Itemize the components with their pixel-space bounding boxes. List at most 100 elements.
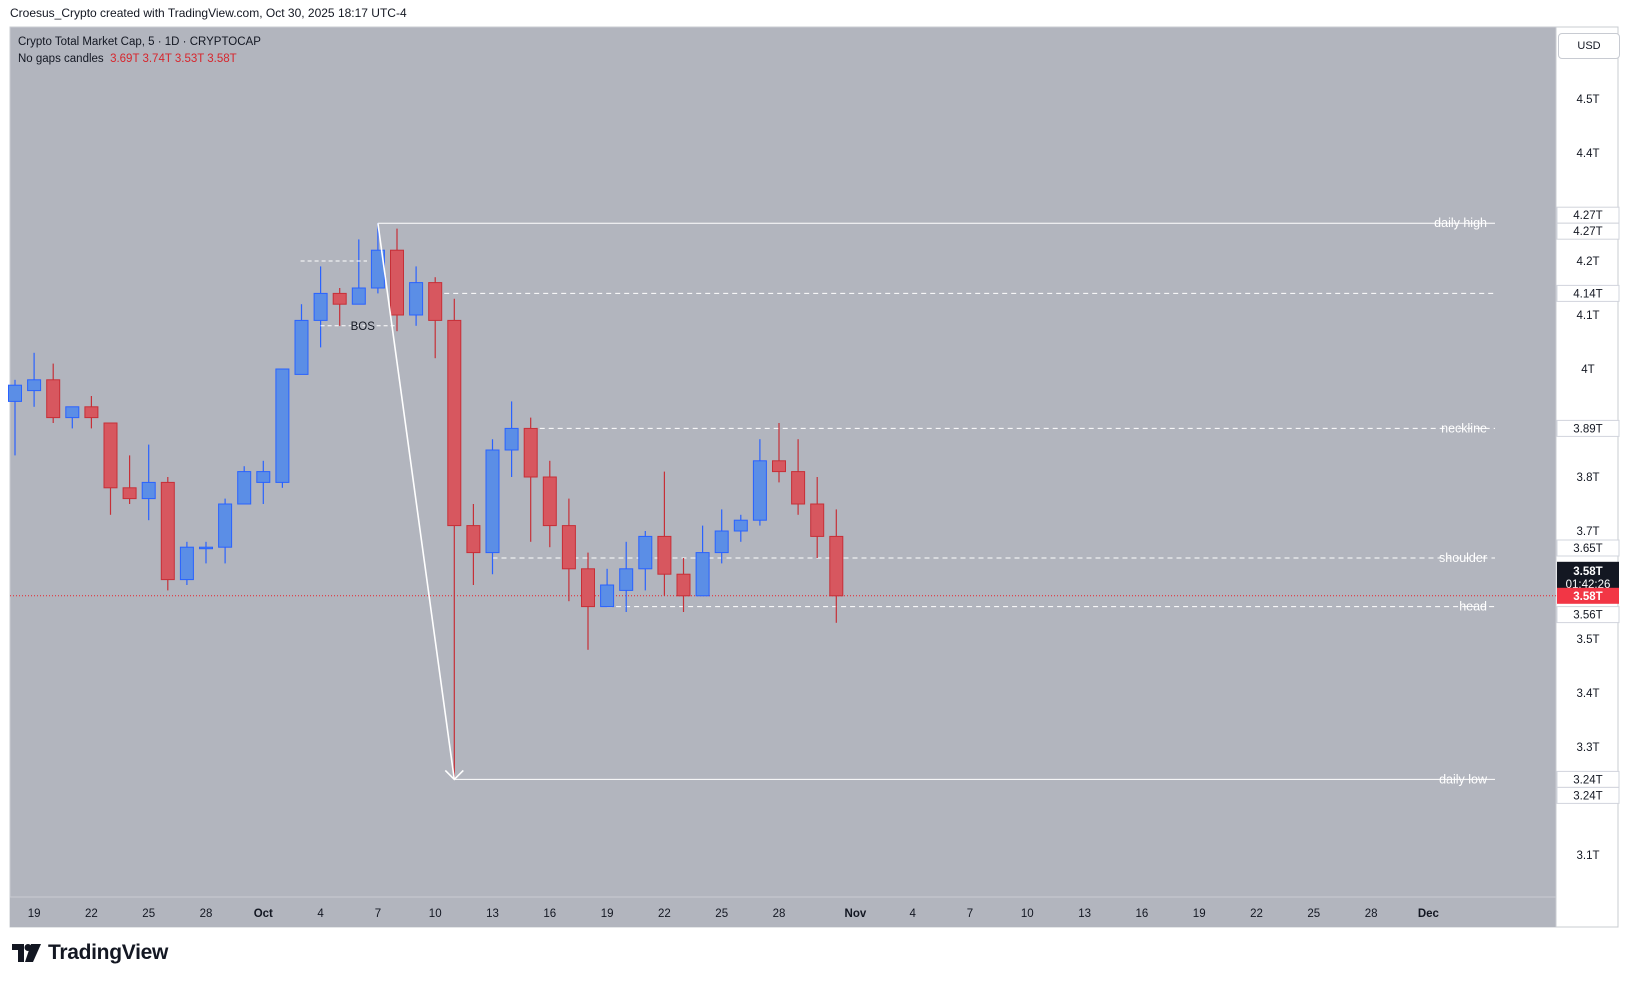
price-badge-label: 3.58T — [1573, 591, 1602, 603]
candle-body — [772, 460, 786, 473]
x-tick-label: 4 — [909, 908, 916, 920]
level-label-shoulder: shoulder — [1439, 551, 1487, 565]
candle-body — [714, 530, 729, 554]
candle-body — [237, 471, 252, 505]
candle-body — [313, 292, 328, 321]
y-tick-label: 4T — [1581, 364, 1594, 376]
chart-attribution: Croesus_Crypto created with TradingView.… — [10, 6, 407, 20]
candle-body — [657, 535, 672, 575]
x-tick-label: 28 — [200, 908, 213, 920]
legend-title: Crypto Total Market Cap, 5 · 1D · CRYPTO… — [18, 36, 261, 48]
tradingview-logo[interactable]: TradingView — [12, 941, 168, 965]
x-tick-label: 7 — [967, 908, 973, 920]
drop-arrow-head — [444, 769, 464, 781]
candle-body — [160, 481, 175, 581]
price-badge — [1557, 587, 1619, 604]
price-badge — [1556, 284, 1620, 302]
legend-high: 3.74T — [142, 53, 172, 65]
candle-body — [141, 481, 156, 500]
legend-open: 3.69T — [110, 53, 140, 65]
price-badge — [1556, 419, 1620, 437]
x-tick-label: 19 — [28, 908, 41, 920]
legend-ohlc: No gaps candles 3.69T 3.74T 3.53T 3.58T — [18, 51, 261, 68]
legend-series-label: No gaps candles — [18, 53, 104, 65]
candle-body — [600, 584, 615, 608]
candle-body — [504, 427, 519, 451]
price-badge — [1556, 539, 1620, 557]
bos-label: BOS — [351, 321, 376, 333]
x-tick-label: Dec — [1418, 908, 1440, 920]
x-tick-label: 22 — [1250, 908, 1263, 920]
candle-body — [351, 287, 366, 305]
candle-body — [46, 379, 61, 419]
candle-body — [638, 535, 653, 570]
candle-body — [485, 449, 500, 554]
tradingview-logo-icon — [12, 944, 41, 962]
candle-body — [122, 487, 137, 500]
candle-body — [695, 552, 710, 597]
x-tick-label: 7 — [375, 908, 381, 920]
y-tick-label: 3.5T — [1576, 634, 1599, 646]
level-label-daily-low: daily low — [1439, 772, 1488, 786]
candle-body — [829, 535, 844, 597]
price-badge-label: 3.65T — [1573, 543, 1602, 555]
candle-body — [466, 525, 481, 554]
y-tick-label: 3.4T — [1576, 688, 1599, 700]
candle-body — [619, 568, 634, 591]
candle-body — [810, 503, 825, 537]
x-tick-label: 22 — [85, 908, 98, 920]
x-tick-label: Nov — [845, 908, 867, 920]
x-tick-label: 19 — [1193, 908, 1206, 920]
y-tick-label: 3.7T — [1576, 526, 1599, 538]
x-tick-label: 16 — [543, 908, 556, 920]
price-badge-label: 4.27T — [1573, 210, 1602, 222]
x-tick-label: 25 — [715, 908, 728, 920]
candle-body — [332, 292, 347, 305]
price-badge — [1556, 786, 1620, 804]
price-badge-label: 3.24T — [1573, 790, 1602, 802]
candle-body — [733, 519, 748, 532]
price-badge-label: 4.27T — [1573, 226, 1602, 238]
y-tick-label: 4.2T — [1576, 256, 1599, 268]
level-label-neckline: neckline — [1441, 421, 1487, 435]
tradingview-logo-text: TradingView — [48, 941, 169, 964]
candle-body — [294, 319, 309, 375]
candle-body — [523, 427, 538, 478]
y-tick-label: 4.5T — [1576, 94, 1599, 106]
y-tick-label: 3.8T — [1576, 472, 1599, 484]
level-label-head: head — [1459, 600, 1487, 614]
candle-body — [179, 546, 194, 581]
x-tick-label: 13 — [486, 908, 499, 920]
countdown-badge-price: 3.58T — [1573, 566, 1602, 578]
x-tick-label: 10 — [1021, 908, 1034, 920]
candle-body — [218, 503, 233, 548]
price-badge-label: 3.24T — [1573, 774, 1602, 786]
x-tick-label: 28 — [1365, 908, 1378, 920]
x-tick-label: 22 — [658, 908, 671, 920]
candle-body — [84, 406, 99, 419]
chart-legend: Crypto Total Market Cap, 5 · 1D · CRYPTO… — [18, 34, 261, 68]
candle-body — [256, 471, 271, 483]
candle-body — [581, 568, 595, 608]
x-tick-label: 10 — [429, 908, 442, 920]
candle-body — [390, 249, 404, 316]
candle-body — [409, 282, 424, 316]
y-tick-label: 3.3T — [1576, 742, 1599, 754]
candle-body — [447, 319, 462, 527]
y-tick-label: 4.4T — [1576, 148, 1599, 160]
x-tick-label: Oct — [254, 908, 273, 920]
price-badge — [1556, 606, 1620, 624]
price-badge — [1556, 222, 1620, 240]
currency-selector-button[interactable]: USD — [1558, 33, 1620, 59]
candle-body — [27, 379, 42, 392]
x-tick-label: 19 — [601, 908, 614, 920]
candle-body — [791, 471, 806, 505]
price-badge-label: 3.56T — [1573, 610, 1602, 622]
legend-low: 3.53T — [174, 53, 205, 65]
x-tick-label: 28 — [773, 908, 786, 920]
x-tick-label: 25 — [142, 908, 155, 920]
candle-body — [428, 282, 443, 321]
drop-arrow-line — [377, 223, 456, 780]
candle-body — [542, 476, 557, 527]
